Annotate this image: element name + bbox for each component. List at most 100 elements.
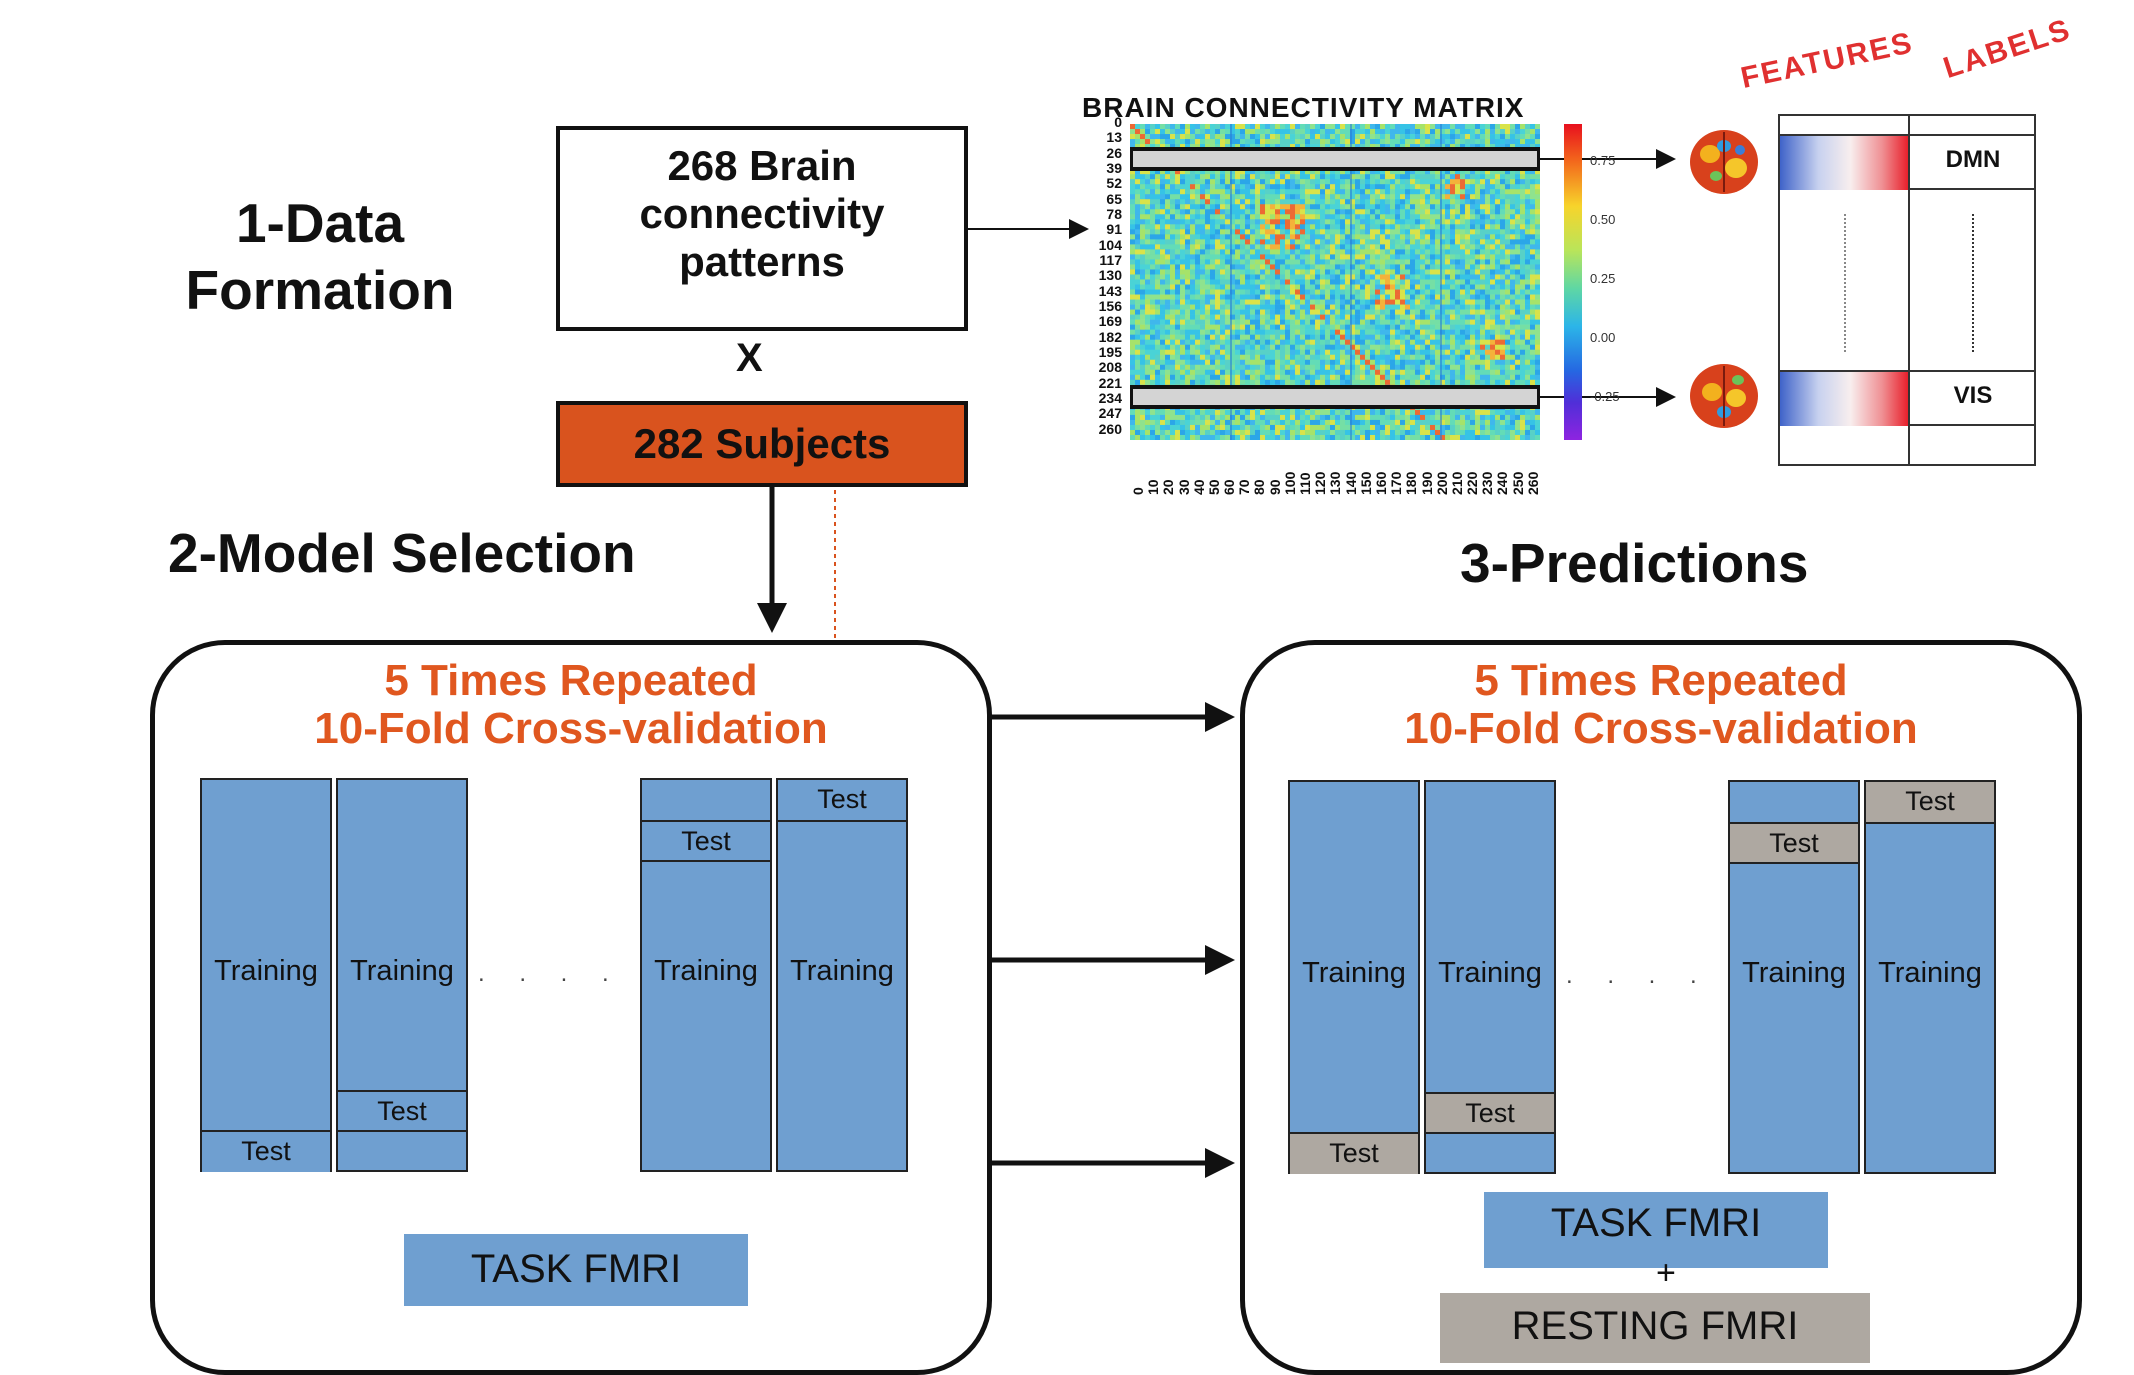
fold-column: Training Test xyxy=(1288,780,1420,1174)
test-cell: Test xyxy=(202,1130,330,1172)
matrix-x-tick: 30 xyxy=(1176,479,1192,495)
feature-bar-bottom xyxy=(1780,372,1908,426)
matrix-x-tick: 230 xyxy=(1479,472,1495,495)
matrix-y-tick: 117 xyxy=(1099,252,1122,268)
matrix-x-tick: 210 xyxy=(1449,472,1465,495)
matrix-y-tick: 91 xyxy=(1106,221,1122,237)
cv-left-title-line2: 10-Fold Cross-validation xyxy=(155,705,987,753)
matrix-y-tick: 65 xyxy=(1106,191,1122,207)
matrix-x-tick: 220 xyxy=(1464,472,1480,495)
training-label: Training xyxy=(778,955,906,988)
matrix-x-tick: 100 xyxy=(1282,472,1298,495)
matrix-x-tick: 140 xyxy=(1343,472,1359,495)
plus-sign: + xyxy=(1656,1254,1676,1293)
matrix-y-tick: 195 xyxy=(1099,344,1122,360)
matrix-x-tick: 240 xyxy=(1494,472,1510,495)
matrix-y-tick: 182 xyxy=(1099,329,1122,345)
label-top: DMN xyxy=(1946,146,2001,173)
matrix-y-tick: 234 xyxy=(1099,390,1122,406)
highlight-row-top xyxy=(1131,149,1539,169)
task-fmri-right-label: TASK FMRI xyxy=(1551,1201,1761,1245)
task-fmri-left-label: TASK FMRI xyxy=(471,1247,681,1291)
test-cell: Test xyxy=(1730,822,1858,864)
matrix-x-tick: 150 xyxy=(1358,472,1374,495)
cv-right-title-line1: 5 Times Repeated xyxy=(1245,657,2077,705)
matrix-y-tick: 208 xyxy=(1099,359,1122,375)
matrix-y-tick: 143 xyxy=(1099,283,1122,299)
matrix-y-tick: 169 xyxy=(1099,313,1122,329)
colorbar-tick: 0.00 xyxy=(1590,330,1615,345)
feature-bar-top xyxy=(1780,136,1908,190)
training-label: Training xyxy=(1290,957,1418,990)
label-cell-top: DMN xyxy=(1910,136,2036,190)
matrix-x-tick: 260 xyxy=(1525,472,1541,495)
matrix-y-tick: 130 xyxy=(1099,267,1122,283)
brain-icon-bottom xyxy=(1688,362,1760,430)
matrix-y-tick: 78 xyxy=(1106,206,1122,222)
fold-column: Training Test xyxy=(336,778,468,1172)
matrix-x-tick: 70 xyxy=(1236,479,1252,495)
matrix-y-tick: 247 xyxy=(1099,405,1122,421)
matrix-y-tick: 13 xyxy=(1106,129,1122,145)
matrix-x-tick: 90 xyxy=(1267,479,1283,495)
matrix-x-tick: 40 xyxy=(1191,479,1207,495)
matrix-x-tick: 250 xyxy=(1510,472,1526,495)
matrix-x-tick: 130 xyxy=(1327,472,1343,495)
test-cell: Test xyxy=(1866,782,1994,824)
matrix-x-tick: 200 xyxy=(1434,472,1450,495)
matrix-x-tick: 110 xyxy=(1297,472,1313,495)
test-cell: Test xyxy=(1426,1092,1554,1134)
feature-ellipsis-vertical xyxy=(1844,214,1846,352)
colorbar-tick: -0.25 xyxy=(1590,389,1620,404)
matrix-y-tick: 104 xyxy=(1099,237,1122,253)
fold-ellipsis: . . . . . xyxy=(478,960,664,988)
cv-right-title: 5 Times Repeated 10-Fold Cross-validatio… xyxy=(1245,657,2077,752)
matrix-y-tick: 260 xyxy=(1099,421,1122,437)
matrix-title: BRAIN CONNECTIVITY MATRIX xyxy=(1082,92,1524,124)
cv-left-title-line1: 5 Times Repeated xyxy=(155,657,987,705)
matrix-x-tick: 190 xyxy=(1419,472,1435,495)
matrix-x-tick: 60 xyxy=(1221,479,1237,495)
training-label: Training xyxy=(338,955,466,988)
training-label: Training xyxy=(1866,957,1994,990)
fold-column: Training Test xyxy=(1424,780,1556,1174)
matrix-x-tick: 0 xyxy=(1130,487,1146,495)
matrix-x-tick: 80 xyxy=(1251,479,1267,495)
task-fmri-left: TASK FMRI xyxy=(404,1234,748,1306)
fold-ellipsis: . . . . . xyxy=(1566,962,1752,990)
label-ellipsis-vertical xyxy=(1972,214,1974,352)
label-bottom: VIS xyxy=(1954,382,1993,409)
fold-column: Test Training xyxy=(640,778,772,1172)
colorbar xyxy=(1564,124,1582,440)
matrix-x-tick: 180 xyxy=(1403,472,1419,495)
matrix-y-tick: 39 xyxy=(1106,160,1122,176)
test-cell: Test xyxy=(642,820,770,862)
training-label: Training xyxy=(202,955,330,988)
matrix-x-tick: 20 xyxy=(1160,479,1176,495)
colorbar-tick: 0.75 xyxy=(1590,153,1615,168)
matrix-y-tick: 26 xyxy=(1106,145,1122,161)
matrix-x-tick: 170 xyxy=(1388,472,1404,495)
matrix-x-tick: 50 xyxy=(1206,479,1222,495)
training-label: Training xyxy=(642,955,770,988)
fold-column: Test Training xyxy=(1864,780,1996,1174)
colorbar-tick: 0.50 xyxy=(1590,212,1615,227)
resting-fmri-label: RESTING FMRI xyxy=(1512,1304,1799,1348)
fold-column: Training Test xyxy=(200,778,332,1172)
matrix-x-tick: 10 xyxy=(1145,479,1161,495)
matrix-x-tick: 120 xyxy=(1312,472,1328,495)
fold-column: Test Training xyxy=(1728,780,1860,1174)
feature-table: DMN VIS xyxy=(1778,114,2036,466)
test-cell: Test xyxy=(1290,1132,1418,1174)
matrix-y-tick: 156 xyxy=(1099,298,1122,314)
training-label: Training xyxy=(1730,957,1858,990)
matrix-y-tick: 0 xyxy=(1114,114,1122,130)
cv-left-title: 5 Times Repeated 10-Fold Cross-validatio… xyxy=(155,657,987,752)
matrix-x-tick: 160 xyxy=(1373,472,1389,495)
highlight-row-bottom xyxy=(1131,387,1539,407)
test-cell: Test xyxy=(338,1090,466,1132)
resting-fmri: RESTING FMRI xyxy=(1440,1293,1870,1363)
colorbar-ticks: 0.75 0.50 0.25 0.00 -0.25 xyxy=(1586,124,1646,440)
